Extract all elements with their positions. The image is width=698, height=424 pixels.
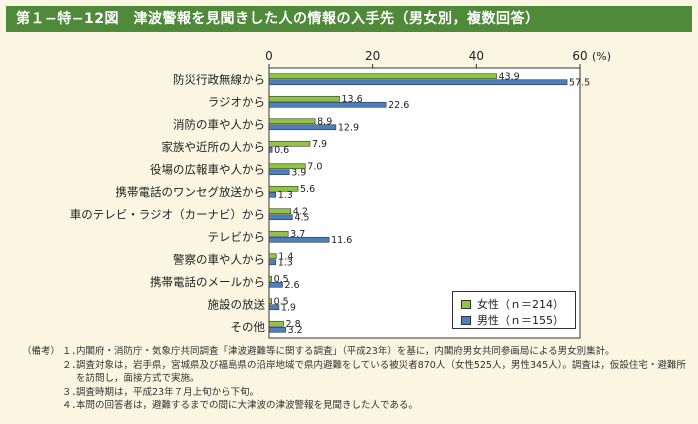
data-label: 7.0: [307, 161, 322, 172]
bar-male: [268, 146, 273, 153]
category-label: その他: [231, 320, 266, 334]
data-label: 2.8: [286, 319, 301, 330]
bar-male: [268, 169, 290, 176]
bar-male: [268, 236, 330, 243]
category-label: ラジオから: [208, 95, 265, 109]
bar-male: [268, 214, 293, 221]
note-text: 調査時期は，平成23年７月上旬から下旬。: [76, 386, 260, 398]
figure-title: 第１−特−12図 津波警報を見聞きした人の情報の入手先（男女別，複数回答）: [6, 6, 692, 32]
note-text: 調査対象は，岩手県，宮城県及び福島県の沿岸地域で県内避難をしている被災者870人…: [76, 359, 686, 385]
data-label: 1.9: [281, 302, 296, 313]
bar-female: [268, 73, 497, 80]
bar-female: [268, 298, 272, 305]
bar-female: [268, 275, 272, 282]
x-tick-label: 60: [572, 49, 587, 63]
bar-male: [268, 124, 337, 131]
legend-swatch-female: [461, 299, 471, 309]
legend-swatch-male: [461, 315, 471, 325]
x-tick-label: 20: [365, 49, 380, 63]
legend-label-male: 男性（ｎ＝155）: [477, 314, 564, 327]
x-tick-label: 0: [265, 49, 273, 63]
data-label: 0.5: [274, 274, 289, 285]
bar-male: [268, 281, 283, 288]
notes-section: （備考） １． 内閣府・消防庁・気象庁共同調査「津波避難等に関する調査」（平成2…: [22, 345, 692, 413]
legend-item-male: 男性（ｎ＝155）: [461, 312, 564, 328]
note-number: １．: [62, 346, 82, 357]
data-label: 0.5: [274, 296, 289, 307]
category-label: テレビから: [208, 230, 266, 244]
category-label: 携帯電話のメールから: [150, 275, 265, 289]
data-label: 4.5: [294, 212, 309, 223]
category-label: 携帯電話のワンセグ放送から: [116, 185, 266, 199]
category-label: 家族や近所の人から: [162, 140, 266, 154]
bar-male: [268, 101, 387, 108]
data-label: 57.5: [569, 77, 590, 88]
bar-male: [268, 326, 286, 333]
horizontal-bar-chart: 0 20 40 60 (%) 防災行政無線から 43.9 57.5 ラジオから 13.6 22.6 消…: [70, 49, 611, 339]
bar-female: [268, 320, 284, 327]
note-row: ３． 調査時期は，平成23年７月上旬から下旬。: [22, 386, 692, 400]
data-label: 8.9: [317, 116, 332, 127]
bar-female: [268, 118, 316, 125]
category-label: 車のテレビ・ラジオ（カーナビ）から: [70, 207, 265, 221]
bar-male: [268, 191, 277, 198]
data-label: 13.6: [341, 94, 362, 105]
legend-label-female: 女性（ｎ＝214）: [477, 298, 564, 311]
bar-female: [268, 140, 311, 147]
data-label: 3.9: [291, 167, 306, 178]
notes-label: （備考）: [22, 346, 61, 357]
note-number: ３．: [62, 386, 82, 398]
chart-legend: 女性（ｎ＝214） 男性（ｎ＝155）: [452, 291, 576, 329]
bar-male: [268, 79, 568, 86]
bar-female: [268, 185, 299, 192]
note-row: ４． 本問の回答者は，避難するまでの間に大津波の津波警報を見聞きした人である。: [22, 399, 692, 413]
data-label: 12.9: [338, 122, 359, 133]
bar-male: [268, 259, 277, 266]
data-label: 1.3: [278, 257, 293, 268]
bar-female: [268, 95, 340, 102]
note-row: （備考） １． 内閣府・消防庁・気象庁共同調査「津波避難等に関する調査」（平成2…: [22, 345, 692, 359]
category-label: 警察の車や人から: [173, 252, 265, 266]
data-label: 22.6: [388, 100, 409, 111]
data-label: 1.3: [278, 190, 293, 201]
data-label: 0.6: [274, 145, 289, 156]
note-text: 内閣府・消防庁・気象庁共同調査「津波避難等に関する調査」（平成23年）を基に，内…: [76, 346, 615, 357]
data-label: 3.2: [288, 325, 303, 336]
bar-female: [268, 230, 289, 237]
category-label: 防災行政無線から: [173, 72, 265, 86]
note-number: ４．: [62, 400, 82, 411]
category-label: 施設の放送: [208, 297, 266, 311]
legend-item-female: 女性（ｎ＝214）: [461, 296, 564, 312]
x-tick-label: 40: [469, 49, 484, 63]
bar-female: [268, 253, 277, 260]
data-label: 2.6: [284, 280, 299, 291]
note-row: ２． 調査対象は，岩手県，宮城県及び福島県の沿岸地域で県内避難をしている被災者8…: [22, 359, 692, 386]
data-label: 3.7: [290, 229, 305, 240]
bar-female: [268, 208, 292, 215]
x-unit-label: (%): [592, 50, 611, 63]
data-label: 11.6: [331, 235, 352, 246]
category-label: 消防の車や人から: [173, 117, 265, 131]
category-label: 役場の広報車や人から: [150, 162, 265, 176]
data-label: 5.6: [300, 184, 315, 195]
data-label: 7.9: [312, 139, 327, 150]
data-label: 4.2: [293, 206, 308, 217]
note-number: ２．: [62, 359, 82, 371]
bar-female: [268, 163, 306, 170]
data-label: 43.9: [499, 71, 520, 82]
data-label: 1.4: [278, 251, 293, 262]
note-text: 本問の回答者は，避難するまでの間に大津波の津波警報を見聞きした人である。: [76, 400, 418, 411]
bar-male: [268, 304, 280, 311]
